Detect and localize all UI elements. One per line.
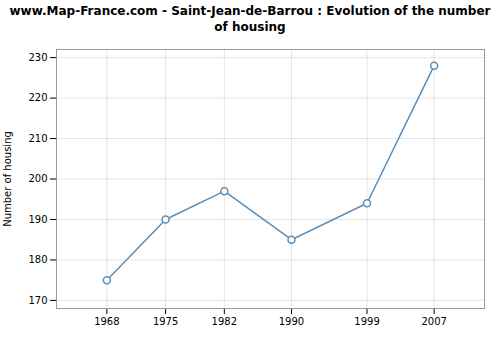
svg-text:1975: 1975 <box>153 316 178 327</box>
svg-text:220: 220 <box>28 92 47 103</box>
svg-text:210: 210 <box>28 133 47 144</box>
svg-text:1990: 1990 <box>279 316 304 327</box>
svg-text:2007: 2007 <box>421 316 446 327</box>
svg-text:1982: 1982 <box>212 316 237 327</box>
svg-text:180: 180 <box>28 254 47 265</box>
html-text:www.Map-France.com - Saint-Jea: www.Map-France.com - Saint-Jean-de-Barro… <box>9 4 491 34</box>
svg-text:200: 200 <box>28 173 47 184</box>
svg-text:1999: 1999 <box>354 316 379 327</box>
svg-text:Number of housing: Number of housing <box>2 131 13 227</box>
svg-text:230: 230 <box>28 52 47 63</box>
svg-text:1968: 1968 <box>94 316 119 327</box>
svg-text:170: 170 <box>28 295 47 306</box>
svg-text:190: 190 <box>28 214 47 225</box>
